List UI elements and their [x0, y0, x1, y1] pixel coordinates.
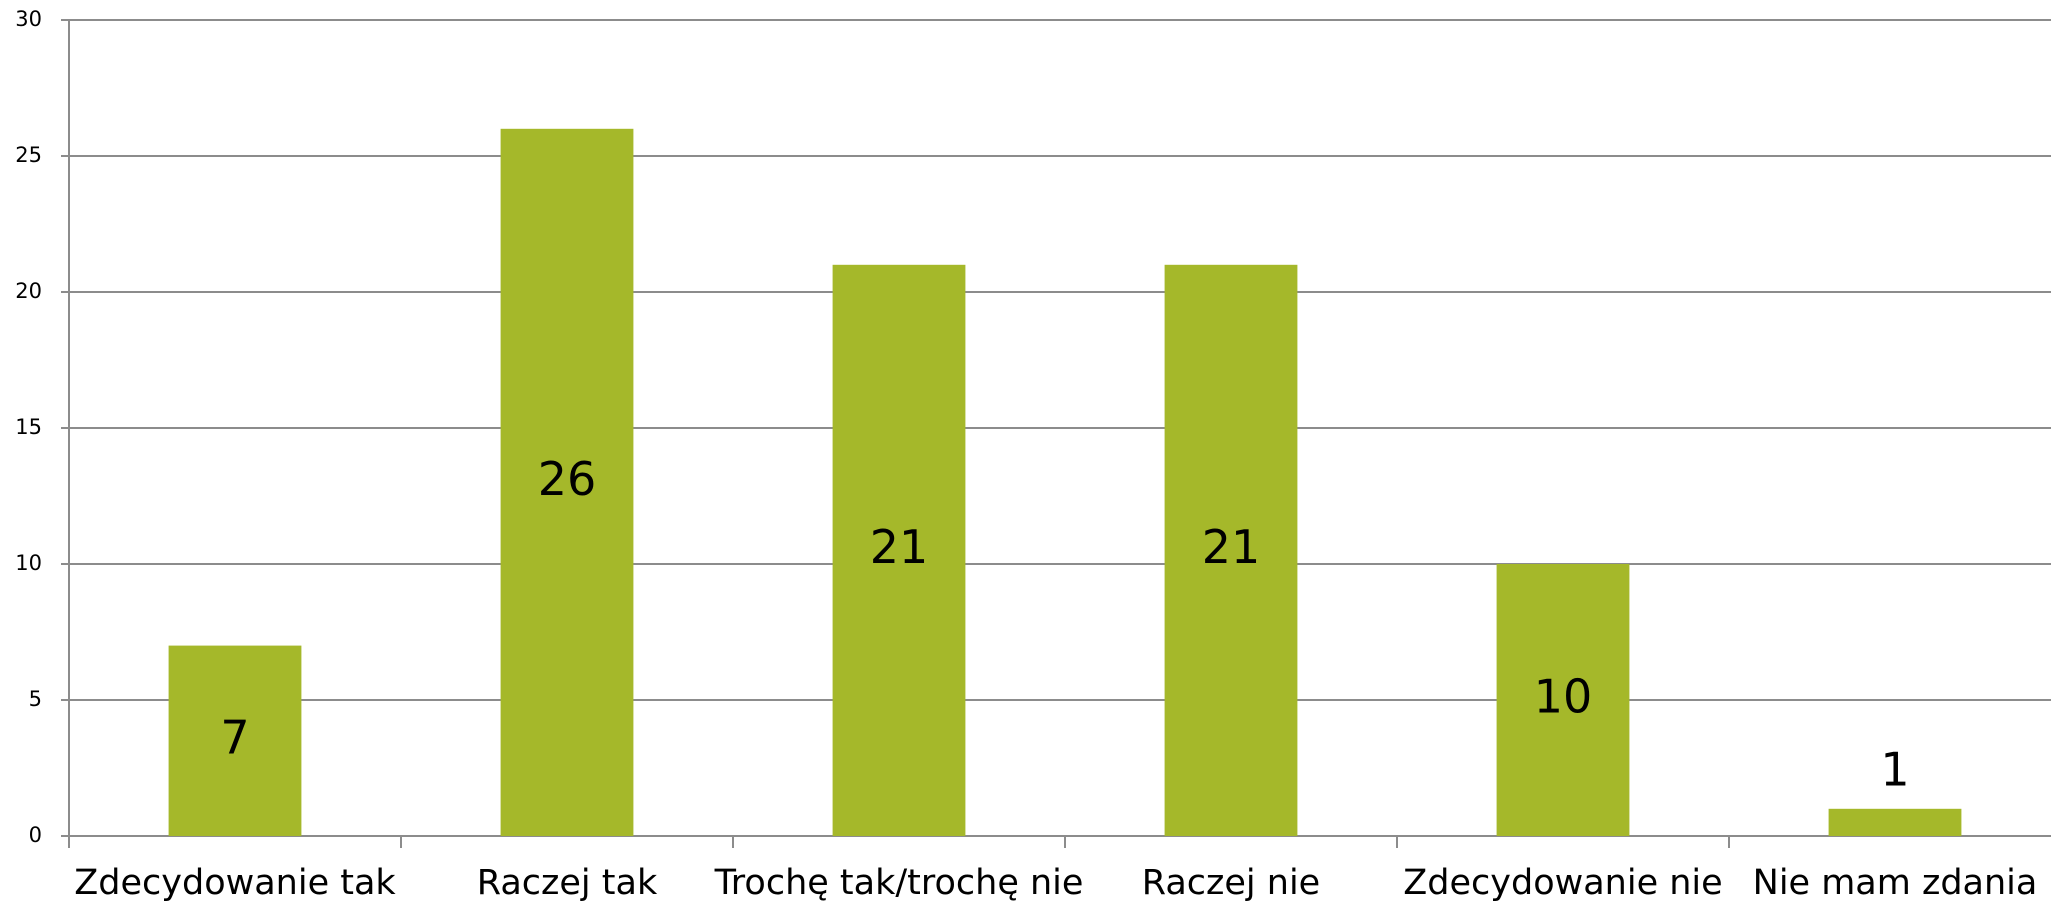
- y-tick-label: 0: [29, 823, 42, 847]
- data-label: 10: [1534, 670, 1593, 724]
- data-label: 21: [870, 520, 929, 574]
- y-tick-label: 5: [29, 687, 42, 711]
- y-tick-label: 15: [15, 415, 42, 439]
- bar: [500, 128, 634, 837]
- x-tick-label: Trochę tak/trochę nie: [714, 863, 1084, 902]
- x-tick-label: Raczej nie: [1142, 863, 1320, 902]
- bar: [168, 645, 302, 836]
- bar: [1164, 264, 1298, 836]
- data-label: 1: [1880, 742, 1909, 796]
- bar: [832, 264, 966, 836]
- data-label: 7: [220, 710, 249, 764]
- x-tick-label: Nie mam zdania: [1753, 863, 2038, 902]
- x-tick-label: Zdecydowanie nie: [1403, 863, 1722, 902]
- y-tick-label: 10: [15, 551, 42, 575]
- x-tick-label: Raczej tak: [477, 863, 658, 902]
- data-label: 21: [1202, 520, 1261, 574]
- x-tick-label: Zdecydowanie tak: [74, 863, 396, 902]
- data-label: 26: [538, 452, 597, 506]
- y-tick-label: 20: [15, 279, 42, 303]
- bar: [1496, 564, 1630, 836]
- y-tick-label: 25: [15, 143, 42, 167]
- bar: [1828, 808, 1962, 836]
- y-tick-label: 30: [15, 7, 42, 31]
